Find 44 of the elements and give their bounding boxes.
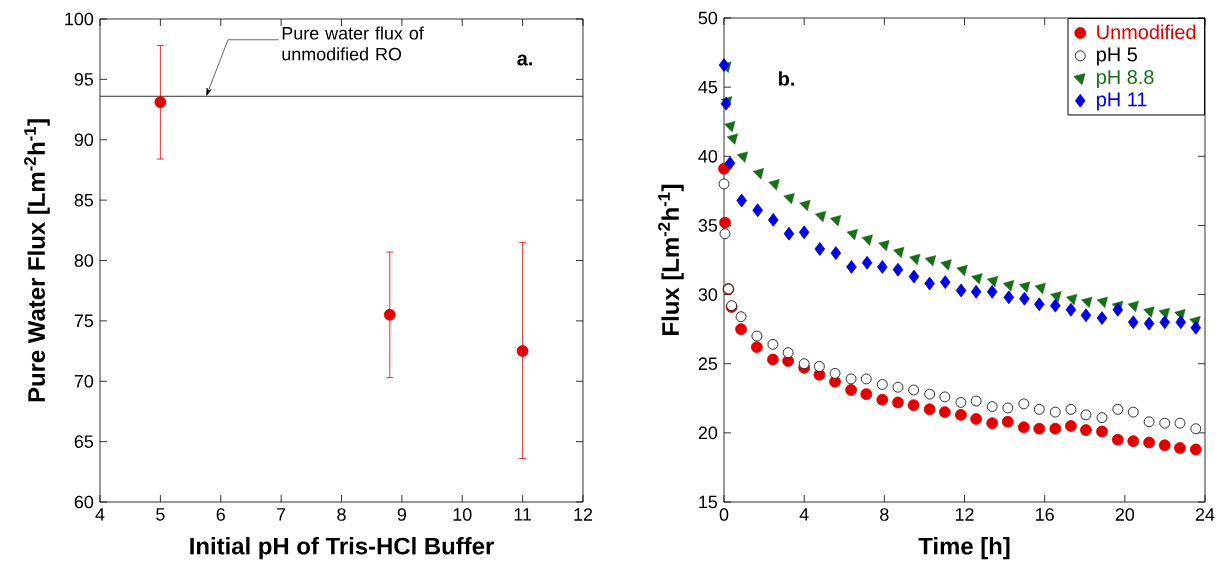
x-tick-label: 5 bbox=[156, 508, 165, 521]
y-tick-label: 80 bbox=[74, 254, 94, 267]
legend-label: pH 8.8 bbox=[1097, 69, 1154, 89]
x-tick-label: 8 bbox=[880, 508, 889, 521]
x-tick-label: 16 bbox=[1036, 508, 1054, 521]
y-tick-label: 85 bbox=[74, 193, 94, 207]
y-tick-label: 25 bbox=[698, 357, 718, 371]
y-tick-label: 45 bbox=[698, 80, 718, 94]
x-tick-label: 12 bbox=[574, 508, 593, 521]
y-tick-label: 70 bbox=[74, 374, 94, 388]
x-tick-label: 8 bbox=[337, 508, 346, 521]
y-tick-label: 90 bbox=[74, 133, 94, 147]
x-tick-label: 0 bbox=[719, 508, 729, 521]
x-tick-label: 20 bbox=[1115, 508, 1135, 521]
y-tick-label: 35 bbox=[698, 219, 718, 232]
x-tick-label: 4 bbox=[95, 508, 105, 521]
x-tick-label: 9 bbox=[397, 508, 407, 521]
x-tick-label: 10 bbox=[453, 508, 472, 521]
y-axis-title: Flux [Lm$^{-2}$h$^{-1}$] bbox=[658, 184, 684, 335]
y-tick-label: 40 bbox=[698, 149, 718, 163]
y-tick-label: 95 bbox=[74, 73, 94, 86]
y-tick-label: 15 bbox=[699, 495, 718, 509]
x-axis-title: Initial pH of Tris-HCl Buffer bbox=[190, 537, 494, 560]
x-tick-label: 6 bbox=[216, 508, 225, 521]
x-tick-label: 7 bbox=[277, 508, 286, 521]
y-tick-label: 65 bbox=[74, 435, 94, 448]
y-tick-label: 75 bbox=[74, 314, 94, 328]
annotation: a. bbox=[517, 54, 532, 66]
legend-label: Unmodified bbox=[1097, 24, 1196, 40]
x-axis-title: Time [h] bbox=[918, 537, 1010, 560]
x-tick-label: 4 bbox=[799, 508, 809, 521]
legend-label: pH 11 bbox=[1097, 92, 1147, 111]
annotation: b. bbox=[779, 71, 795, 86]
x-tick-label: 11 bbox=[514, 508, 532, 521]
y-tick-label: 20 bbox=[698, 426, 718, 440]
y-tick-label: 60 bbox=[74, 495, 94, 509]
y-tick-label: 30 bbox=[698, 288, 718, 301]
legend-label: pH 5 bbox=[1097, 47, 1137, 66]
legend-label: Pure water flux of unmodified RO bbox=[282, 26, 424, 61]
x-tick-label: 24 bbox=[1195, 508, 1215, 521]
y-axis-title: Pure Water Flux [Lm$^{-2}$h$^{-1}$] bbox=[24, 119, 50, 402]
y-tick-label: 50 bbox=[698, 11, 718, 25]
x-tick-label: 12 bbox=[955, 508, 974, 521]
y-tick-label: 100 bbox=[65, 12, 94, 26]
